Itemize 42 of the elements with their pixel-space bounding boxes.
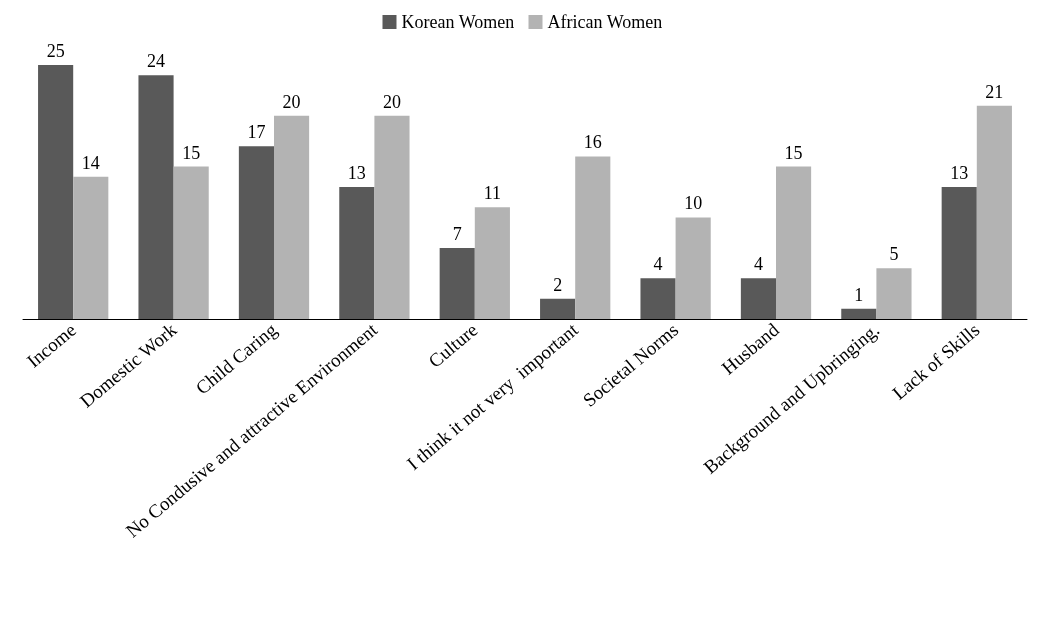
bar: [575, 156, 611, 319]
bar: [976, 105, 1012, 319]
bar: [841, 308, 877, 319]
data-label: 13: [347, 162, 366, 183]
data-label: 10: [684, 193, 703, 214]
data-label: 14: [81, 152, 100, 173]
bar: [339, 186, 375, 319]
data-label: 20: [282, 91, 301, 112]
data-label: 4: [753, 254, 763, 275]
data-label: 11: [483, 183, 502, 204]
legend-label: African Women: [547, 12, 663, 32]
data-label: 17: [247, 122, 266, 143]
bar: [374, 115, 410, 319]
bar: [540, 298, 576, 319]
data-label: 15: [182, 142, 201, 163]
data-label: 2: [553, 274, 563, 295]
bar: [675, 217, 711, 319]
data-label: 4: [653, 254, 663, 275]
legend-label: Korean Women: [401, 12, 515, 32]
bar: [38, 65, 74, 319]
bar: [876, 268, 912, 319]
bar: [941, 186, 977, 319]
data-label: 20: [382, 91, 401, 112]
data-label: 21: [985, 81, 1004, 102]
data-label: 25: [46, 41, 65, 61]
bar: [138, 75, 174, 319]
data-label: 24: [147, 51, 166, 72]
data-label: 7: [452, 223, 462, 244]
bar: [776, 166, 812, 319]
data-label: 16: [583, 132, 602, 153]
bar: [439, 247, 475, 319]
data-label: 5: [889, 244, 899, 265]
bar: [238, 146, 274, 319]
bar: [173, 166, 209, 319]
data-label: 1: [854, 284, 864, 305]
data-label: 15: [784, 142, 803, 163]
data-label: 13: [950, 162, 969, 183]
bar: [274, 115, 310, 319]
bar: [640, 278, 676, 319]
bar: [740, 278, 776, 319]
bar: [474, 207, 510, 319]
bar: [73, 176, 109, 319]
